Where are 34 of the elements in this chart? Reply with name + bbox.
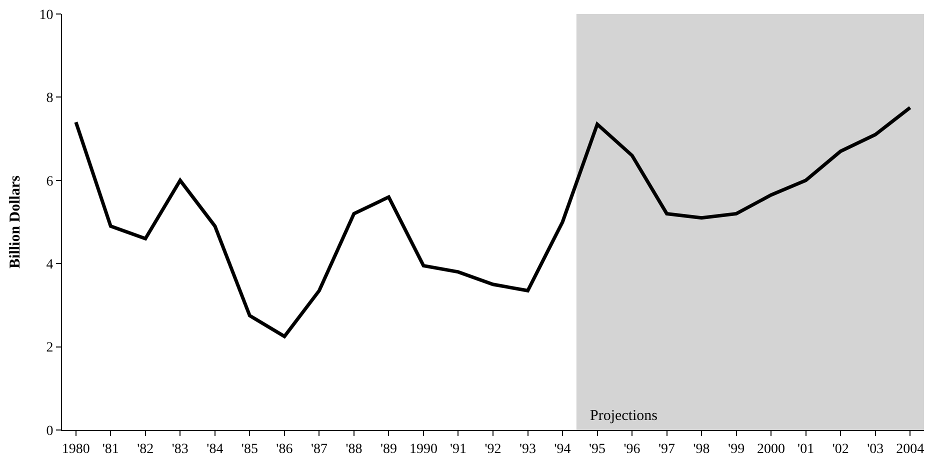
x-tick-label: '81 <box>102 442 119 457</box>
x-tick-label: '86 <box>276 442 293 457</box>
x-tick-label: '88 <box>346 442 362 457</box>
x-tick-label: '95 <box>589 442 606 457</box>
x-tick-label: '83 <box>172 442 188 457</box>
x-tick-label: '94 <box>554 442 571 457</box>
x-tick-label: '97 <box>658 442 676 457</box>
x-tick-label: '82 <box>137 442 154 457</box>
x-tick-label: '91 <box>450 442 467 457</box>
y-tick-label: 6 <box>46 174 54 190</box>
x-tick-label: '92 <box>484 442 502 457</box>
y-tick-label: 10 <box>39 8 54 23</box>
y-tick-label: 2 <box>46 340 54 356</box>
x-tick-label: '98 <box>693 442 710 457</box>
y-tick-label: 8 <box>46 91 54 106</box>
y-tick-label: 0 <box>46 424 54 439</box>
x-tick-label: 2004 <box>896 442 924 457</box>
x-tick-label: '99 <box>728 442 745 457</box>
y-axis-title: Billion Dollars <box>7 175 24 268</box>
line-series <box>74 106 912 338</box>
x-tick-label: '03 <box>867 442 884 457</box>
x-tick-label: '96 <box>624 442 640 457</box>
y-tick-label: 4 <box>46 258 54 272</box>
x-tick-label: 1990 <box>409 442 438 457</box>
x-tick-label: '01 <box>798 442 814 457</box>
band-label: Projections <box>590 408 658 424</box>
x-tick-label: '02 <box>832 442 849 457</box>
x-tick-label: 2000 <box>757 442 786 457</box>
x-tick-label: 1980 <box>62 442 90 457</box>
x-tick-label: '87 <box>310 442 328 457</box>
x-tick-label: '89 <box>380 442 397 457</box>
x-tick-label: '85 <box>241 442 258 457</box>
x-tick-label: '84 <box>206 442 224 457</box>
x-tick-label: '93 <box>519 442 536 457</box>
